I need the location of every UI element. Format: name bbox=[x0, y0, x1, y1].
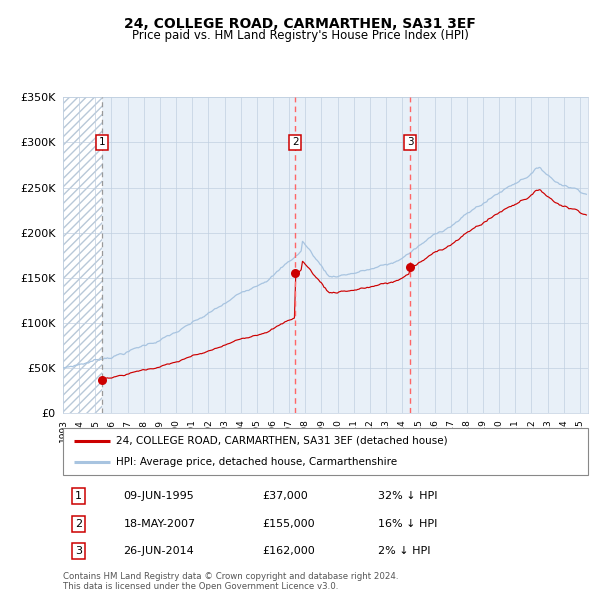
FancyBboxPatch shape bbox=[63, 428, 588, 475]
Text: 26-JUN-2014: 26-JUN-2014 bbox=[124, 546, 194, 556]
Text: 16% ↓ HPI: 16% ↓ HPI bbox=[378, 519, 437, 529]
Text: £155,000: £155,000 bbox=[263, 519, 315, 529]
Text: 2% ↓ HPI: 2% ↓ HPI bbox=[378, 546, 431, 556]
Text: 3: 3 bbox=[407, 137, 413, 148]
Text: 2: 2 bbox=[292, 137, 299, 148]
Text: Contains HM Land Registry data © Crown copyright and database right 2024.: Contains HM Land Registry data © Crown c… bbox=[63, 572, 398, 581]
Text: £37,000: £37,000 bbox=[263, 491, 308, 502]
Text: £162,000: £162,000 bbox=[263, 546, 315, 556]
Text: 1: 1 bbox=[75, 491, 82, 502]
Text: 18-MAY-2007: 18-MAY-2007 bbox=[124, 519, 196, 529]
Text: Price paid vs. HM Land Registry's House Price Index (HPI): Price paid vs. HM Land Registry's House … bbox=[131, 30, 469, 42]
Text: 09-JUN-1995: 09-JUN-1995 bbox=[124, 491, 194, 502]
Text: 1: 1 bbox=[99, 137, 106, 148]
Text: 2: 2 bbox=[75, 519, 82, 529]
Text: This data is licensed under the Open Government Licence v3.0.: This data is licensed under the Open Gov… bbox=[63, 582, 338, 590]
Bar bbox=[63, 97, 103, 413]
Text: 24, COLLEGE ROAD, CARMARTHEN, SA31 3EF (detached house): 24, COLLEGE ROAD, CARMARTHEN, SA31 3EF (… bbox=[115, 436, 447, 446]
Text: 32% ↓ HPI: 32% ↓ HPI bbox=[378, 491, 437, 502]
Text: 3: 3 bbox=[75, 546, 82, 556]
Text: 24, COLLEGE ROAD, CARMARTHEN, SA31 3EF: 24, COLLEGE ROAD, CARMARTHEN, SA31 3EF bbox=[124, 17, 476, 31]
Text: HPI: Average price, detached house, Carmarthenshire: HPI: Average price, detached house, Carm… bbox=[115, 457, 397, 467]
